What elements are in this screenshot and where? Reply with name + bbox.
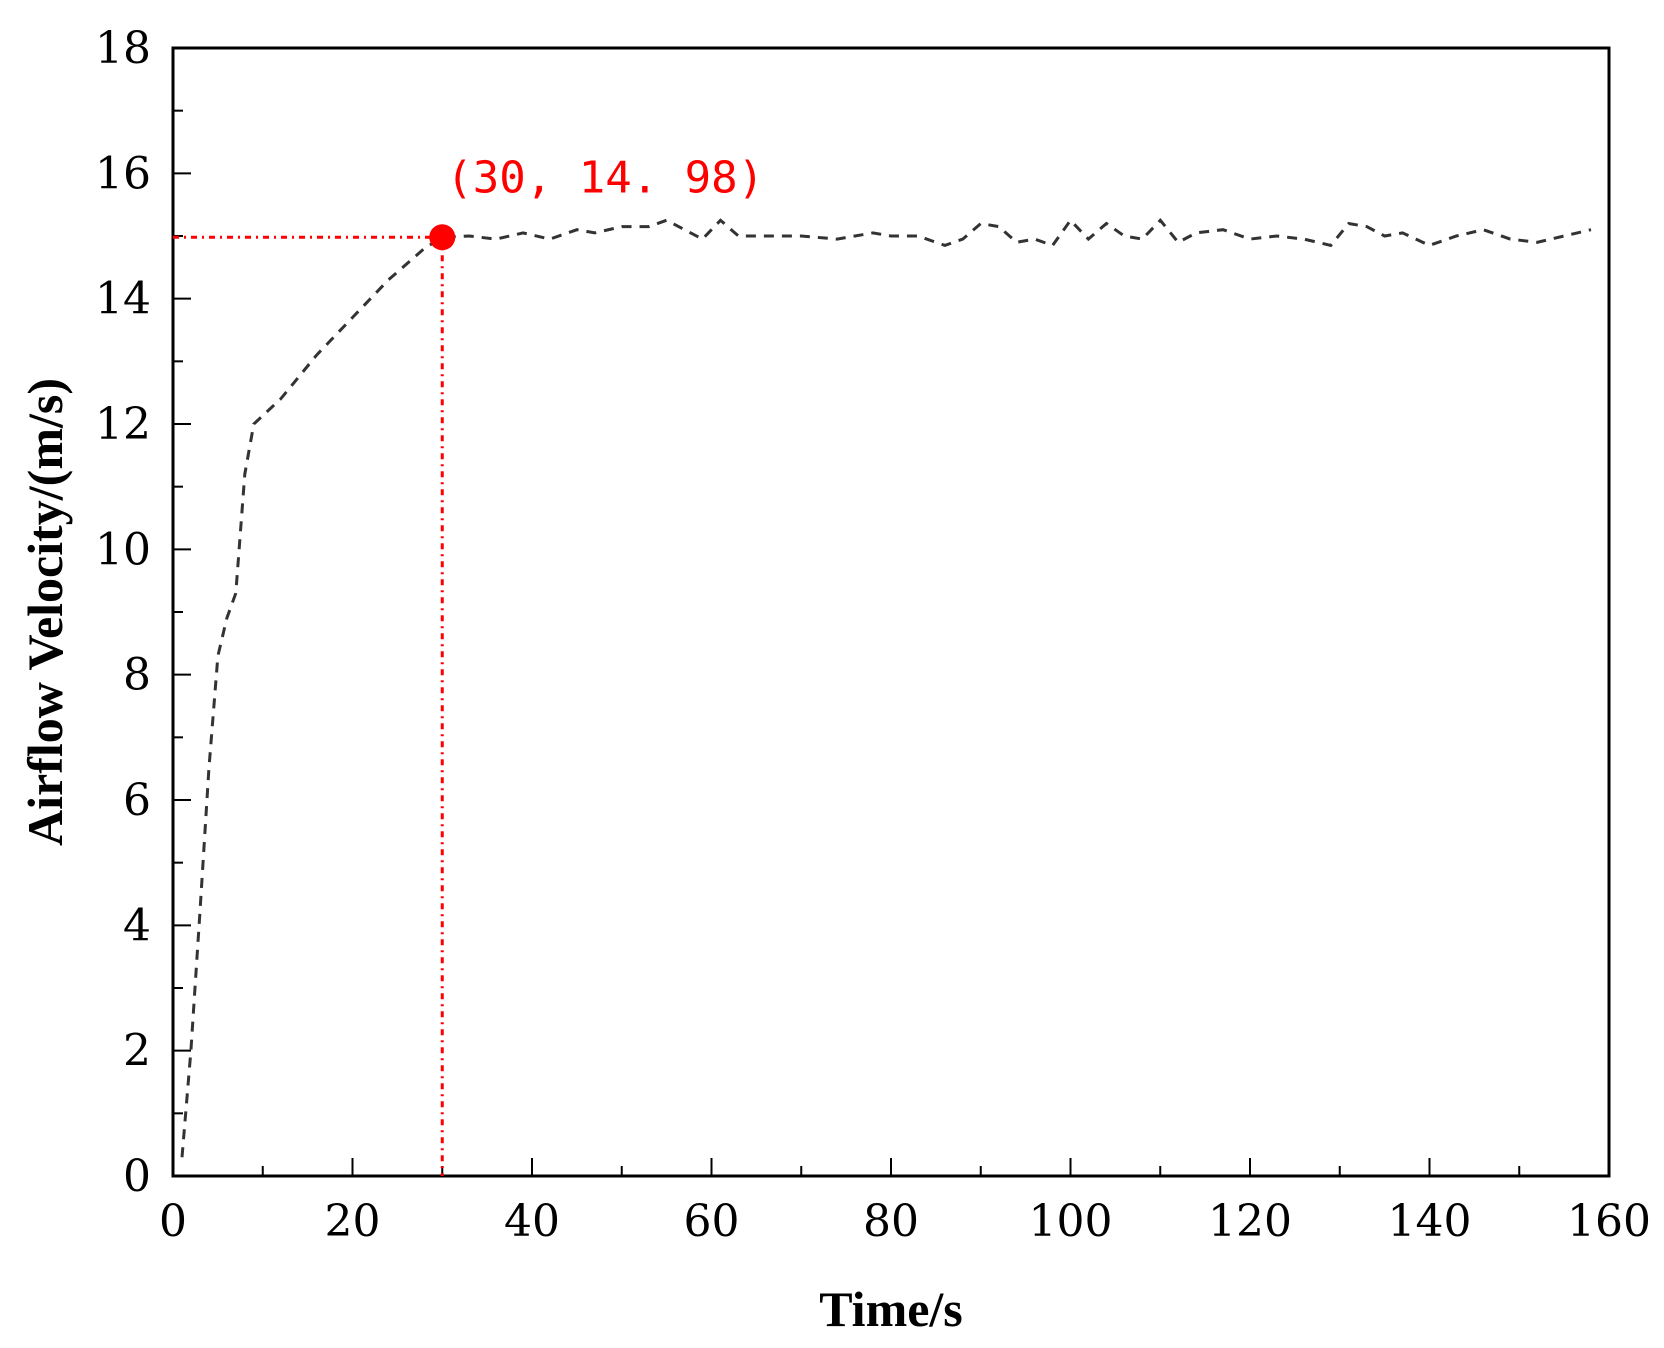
x-tick-label: 60 <box>684 1196 740 1247</box>
series-line <box>180 217 1592 1158</box>
plot-area-frame <box>171 46 1611 1178</box>
y-tick-label: 18 <box>95 23 151 74</box>
highlight-guides <box>173 235 444 1176</box>
x-tick-labels: 0 20 40 60 80 100 120 140 160 <box>159 1196 1651 1247</box>
x-tick-label: 20 <box>325 1196 381 1247</box>
x-tick-label: 40 <box>504 1196 560 1247</box>
x-tick-label: 140 <box>1388 1196 1472 1247</box>
x-tick-label: 160 <box>1567 1196 1651 1247</box>
x-tick-label: 0 <box>159 1196 187 1247</box>
y-tick-labels: 0 2 4 6 8 10 12 14 16 18 <box>95 23 151 1202</box>
y-axis-title: Airflow Velocity/(m/s) <box>17 378 73 846</box>
axis-ticks <box>172 47 1610 1177</box>
y-tick-label: 10 <box>95 524 151 575</box>
y-tick-label: 0 <box>123 1151 151 1202</box>
x-axis-title: Time/s <box>819 1281 963 1337</box>
y-tick-label: 2 <box>123 1026 151 1077</box>
highlight-marker <box>429 224 456 251</box>
x-tick-label: 80 <box>863 1196 919 1247</box>
y-tick-label: 14 <box>95 274 151 325</box>
y-tick-label: 6 <box>123 775 151 826</box>
y-tick-label: 8 <box>123 650 151 701</box>
x-tick-label: 100 <box>1029 1196 1113 1247</box>
y-tick-label: 12 <box>95 399 151 450</box>
y-tick-label: 16 <box>95 148 151 199</box>
x-tick-label: 120 <box>1208 1196 1292 1247</box>
y-tick-label: 4 <box>123 900 151 951</box>
highlight-label: (30, 14. 98) <box>446 152 764 203</box>
